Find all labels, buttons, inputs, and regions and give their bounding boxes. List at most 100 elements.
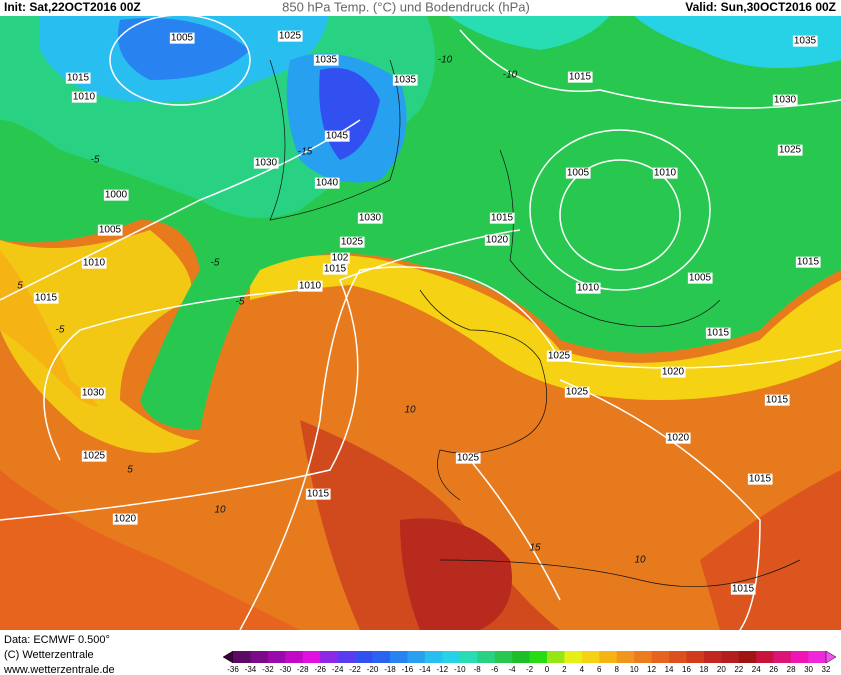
isobar-label: 1015	[749, 474, 772, 485]
colorbar-segment	[808, 651, 827, 663]
colorbar-segment	[512, 651, 530, 663]
isobar-label-box	[772, 94, 798, 106]
temperature-label: 5	[127, 465, 133, 476]
isobar-label-box	[705, 327, 731, 339]
colorbar-label: -26	[314, 665, 326, 674]
colorbar-label: -24	[332, 665, 344, 674]
isobar-label: 1015	[569, 72, 592, 83]
coastline	[269, 59, 401, 221]
temperature-label: 10	[404, 405, 416, 416]
isobar-label: 1010	[299, 281, 322, 292]
colorbar-label: -20	[367, 665, 379, 674]
colorbar-label: 32	[822, 665, 831, 674]
isobar-label-box	[660, 366, 686, 378]
isobar	[469, 459, 561, 601]
header-bar	[0, 0, 841, 16]
temperature-label: -5	[56, 325, 65, 336]
isobar-label: 102	[332, 253, 349, 264]
isobar-label-box	[795, 256, 821, 268]
temp-area	[0, 230, 200, 453]
colorbar-label: -36	[227, 665, 239, 674]
isobar-label-box	[764, 394, 790, 406]
isobar-label: 1025	[83, 451, 106, 462]
isobar-label-box	[112, 513, 138, 525]
coastline	[439, 559, 801, 587]
colorbar-label: 24	[752, 665, 761, 674]
colorbar-segment	[355, 651, 373, 663]
temperature-label: 10	[214, 505, 226, 516]
colorbar-label: -22	[349, 665, 361, 674]
isobar-label-box	[324, 130, 350, 142]
colorbar-segment	[459, 651, 478, 663]
isobar-label-box	[169, 32, 195, 44]
colorbar-segment	[424, 651, 443, 663]
isobar-label: 1030	[255, 158, 278, 169]
colorbar-segment	[250, 651, 269, 663]
colorbar-segment	[756, 651, 774, 663]
colorbar-label: 6	[597, 665, 602, 674]
colorbar-label: -14	[419, 665, 431, 674]
isobar-label-box	[330, 252, 350, 264]
colorbar-label: -4	[508, 665, 516, 674]
isobar-label-box	[455, 452, 481, 464]
isobar-label: 1015	[797, 257, 820, 268]
isobar-label: 1000	[105, 190, 128, 201]
isobar-label: 1025	[548, 351, 571, 362]
isobar	[559, 379, 761, 631]
isobar-label: 1015	[491, 213, 514, 224]
isobar-label: 1020	[662, 367, 685, 378]
isobar-label-box	[484, 234, 510, 246]
isobar-label-box	[314, 177, 340, 189]
temp-area	[620, 0, 841, 68]
colorbar-segment	[477, 651, 495, 663]
colorbar-segment	[442, 651, 461, 663]
colorbar-segment	[372, 651, 391, 663]
colorbar-segment	[529, 651, 548, 663]
colorbar-label: 8	[614, 665, 619, 674]
isobar-label-box	[777, 144, 803, 156]
temperature-label: -5	[236, 297, 245, 308]
isobar-label: 1035	[794, 36, 817, 47]
colorbar-label: -2	[526, 665, 534, 674]
isobar-label: 1025	[457, 453, 480, 464]
isobar-label: 1005	[689, 273, 712, 284]
isobar-label-box	[565, 167, 591, 179]
colorbar-arrow	[825, 650, 837, 664]
colorbar-segment	[407, 651, 426, 663]
isobar-label: 1030	[359, 213, 382, 224]
isobar-label: 1015	[324, 264, 347, 275]
isobar-label-box	[313, 54, 339, 66]
isobar-label: 1020	[667, 433, 690, 444]
isobar-label: 1030	[82, 388, 105, 399]
isobar-label-box	[81, 257, 107, 269]
colorbar-segment	[389, 651, 408, 663]
isobar-label-box	[792, 35, 818, 47]
colorbar-label: 30	[804, 665, 813, 674]
isobar-label-box	[33, 292, 59, 304]
colorbar-label: 26	[769, 665, 778, 674]
valid-time: Valid: Sun,30OCT2016 00Z	[685, 0, 836, 14]
colorbar-label: -28	[297, 665, 309, 674]
colorbar-label: 18	[699, 665, 708, 674]
colorbar-label: 20	[717, 665, 726, 674]
isobar-label-box	[80, 387, 106, 399]
isobar-label: 1035	[394, 75, 417, 86]
isobar-label-box	[322, 263, 348, 275]
isobar-label: 1040	[316, 178, 339, 189]
coastline	[419, 289, 547, 501]
colorbar-segment	[581, 651, 600, 663]
temperature-label: 5	[17, 281, 23, 292]
isobar-label-box	[297, 280, 323, 292]
colorbar-label: -32	[262, 665, 274, 674]
isobar	[0, 119, 361, 301]
colorbar-segment	[546, 651, 565, 663]
colorbar-segment	[302, 651, 321, 663]
temp-area	[0, 470, 300, 630]
coastlines	[269, 59, 801, 587]
isobar	[0, 229, 521, 521]
isobar-label: 1015	[766, 395, 789, 406]
colorbar-segment	[616, 651, 635, 663]
colorbar-segment	[669, 651, 687, 663]
isobar-label-box	[81, 450, 107, 462]
colorbar-label: -34	[245, 665, 257, 674]
